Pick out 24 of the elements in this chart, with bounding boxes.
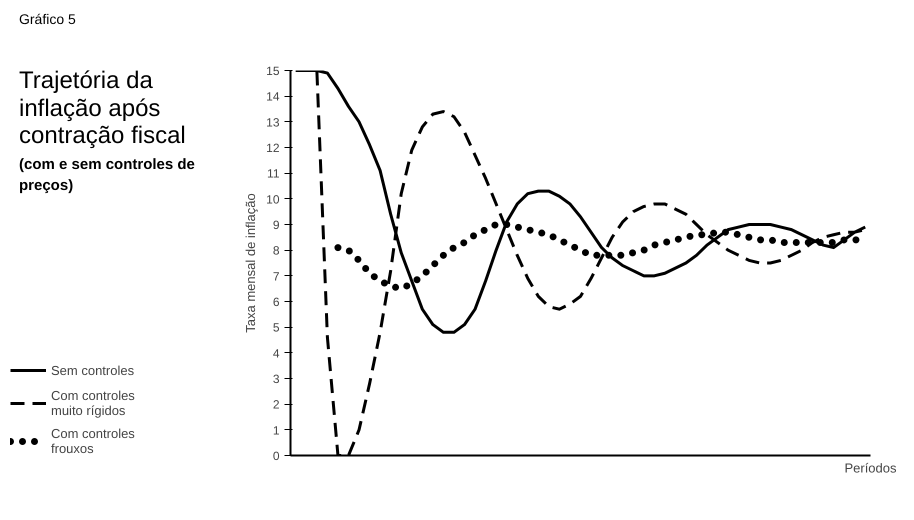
y-tick-label: 1 bbox=[272, 423, 280, 438]
legend-label: Com controles frouxos bbox=[51, 426, 135, 456]
text: (com e sem controles de preços) bbox=[19, 154, 196, 196]
y-tick-label: 7 bbox=[272, 269, 280, 284]
legend-label: Sem controles bbox=[51, 362, 134, 378]
text: Gráfico 5 bbox=[19, 10, 77, 29]
y-tick-label: 14 bbox=[266, 90, 280, 104]
y-tick-label: 0 bbox=[272, 449, 280, 463]
y-axis-title: Taxa mensal de inflação bbox=[243, 193, 258, 333]
y-tick-label: 3 bbox=[272, 372, 280, 386]
legend-label: Com controles muito rígidos bbox=[51, 388, 135, 418]
x-axis-title: Períodos bbox=[844, 460, 898, 476]
y-tick-label: 12 bbox=[266, 141, 280, 155]
y-tick-label: 9 bbox=[272, 218, 280, 232]
y-tick-label: 13 bbox=[266, 115, 280, 130]
y-tick-label: 11 bbox=[267, 166, 280, 181]
y-tick-label: 5 bbox=[272, 320, 280, 335]
y-tick-label: 4 bbox=[272, 346, 280, 360]
y-tick-label: 15 bbox=[266, 64, 280, 78]
y-tick-label: 6 bbox=[272, 295, 280, 309]
y-tick-label: 8 bbox=[272, 244, 280, 258]
text: Trajetória da inflação após contração fiscal bbox=[19, 67, 187, 150]
y-tick-label: 2 bbox=[272, 398, 280, 412]
y-tick-label: 10 bbox=[266, 192, 280, 206]
